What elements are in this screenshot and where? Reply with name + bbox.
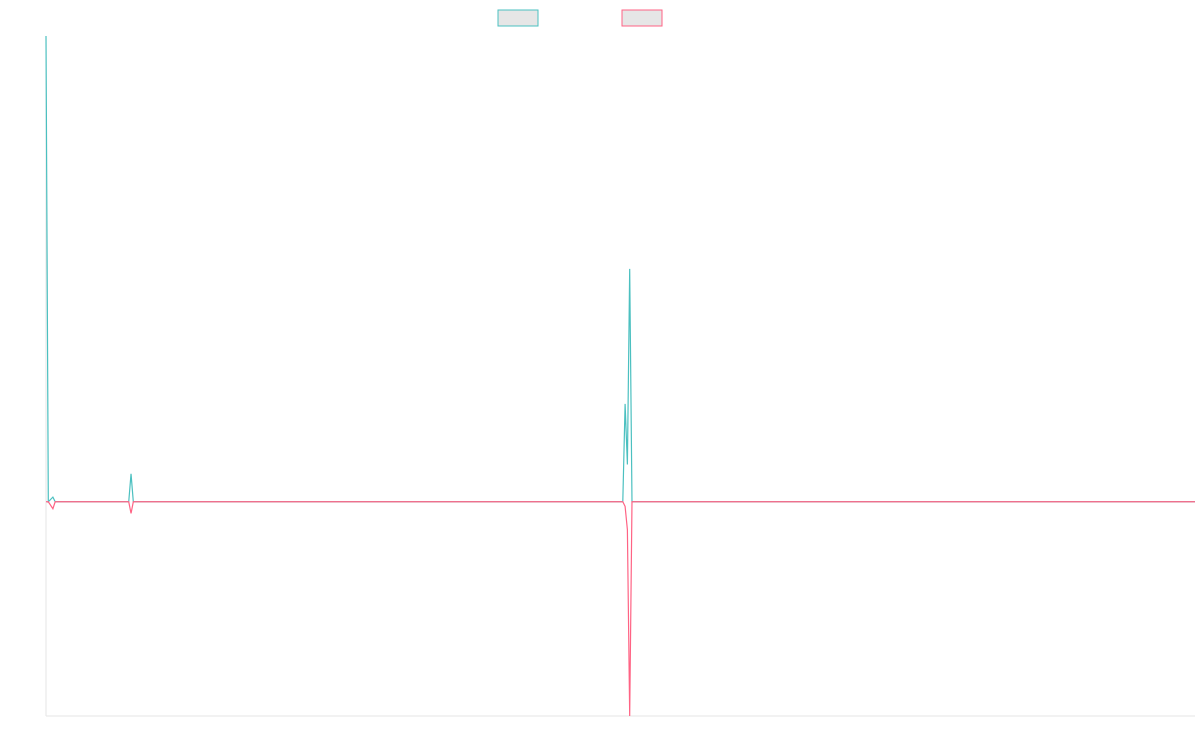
legend-swatch[interactable] [497, 9, 539, 27]
line-series [46, 501, 1195, 717]
legend-swatch[interactable] [621, 9, 663, 27]
line-series [45, 35, 1195, 504]
